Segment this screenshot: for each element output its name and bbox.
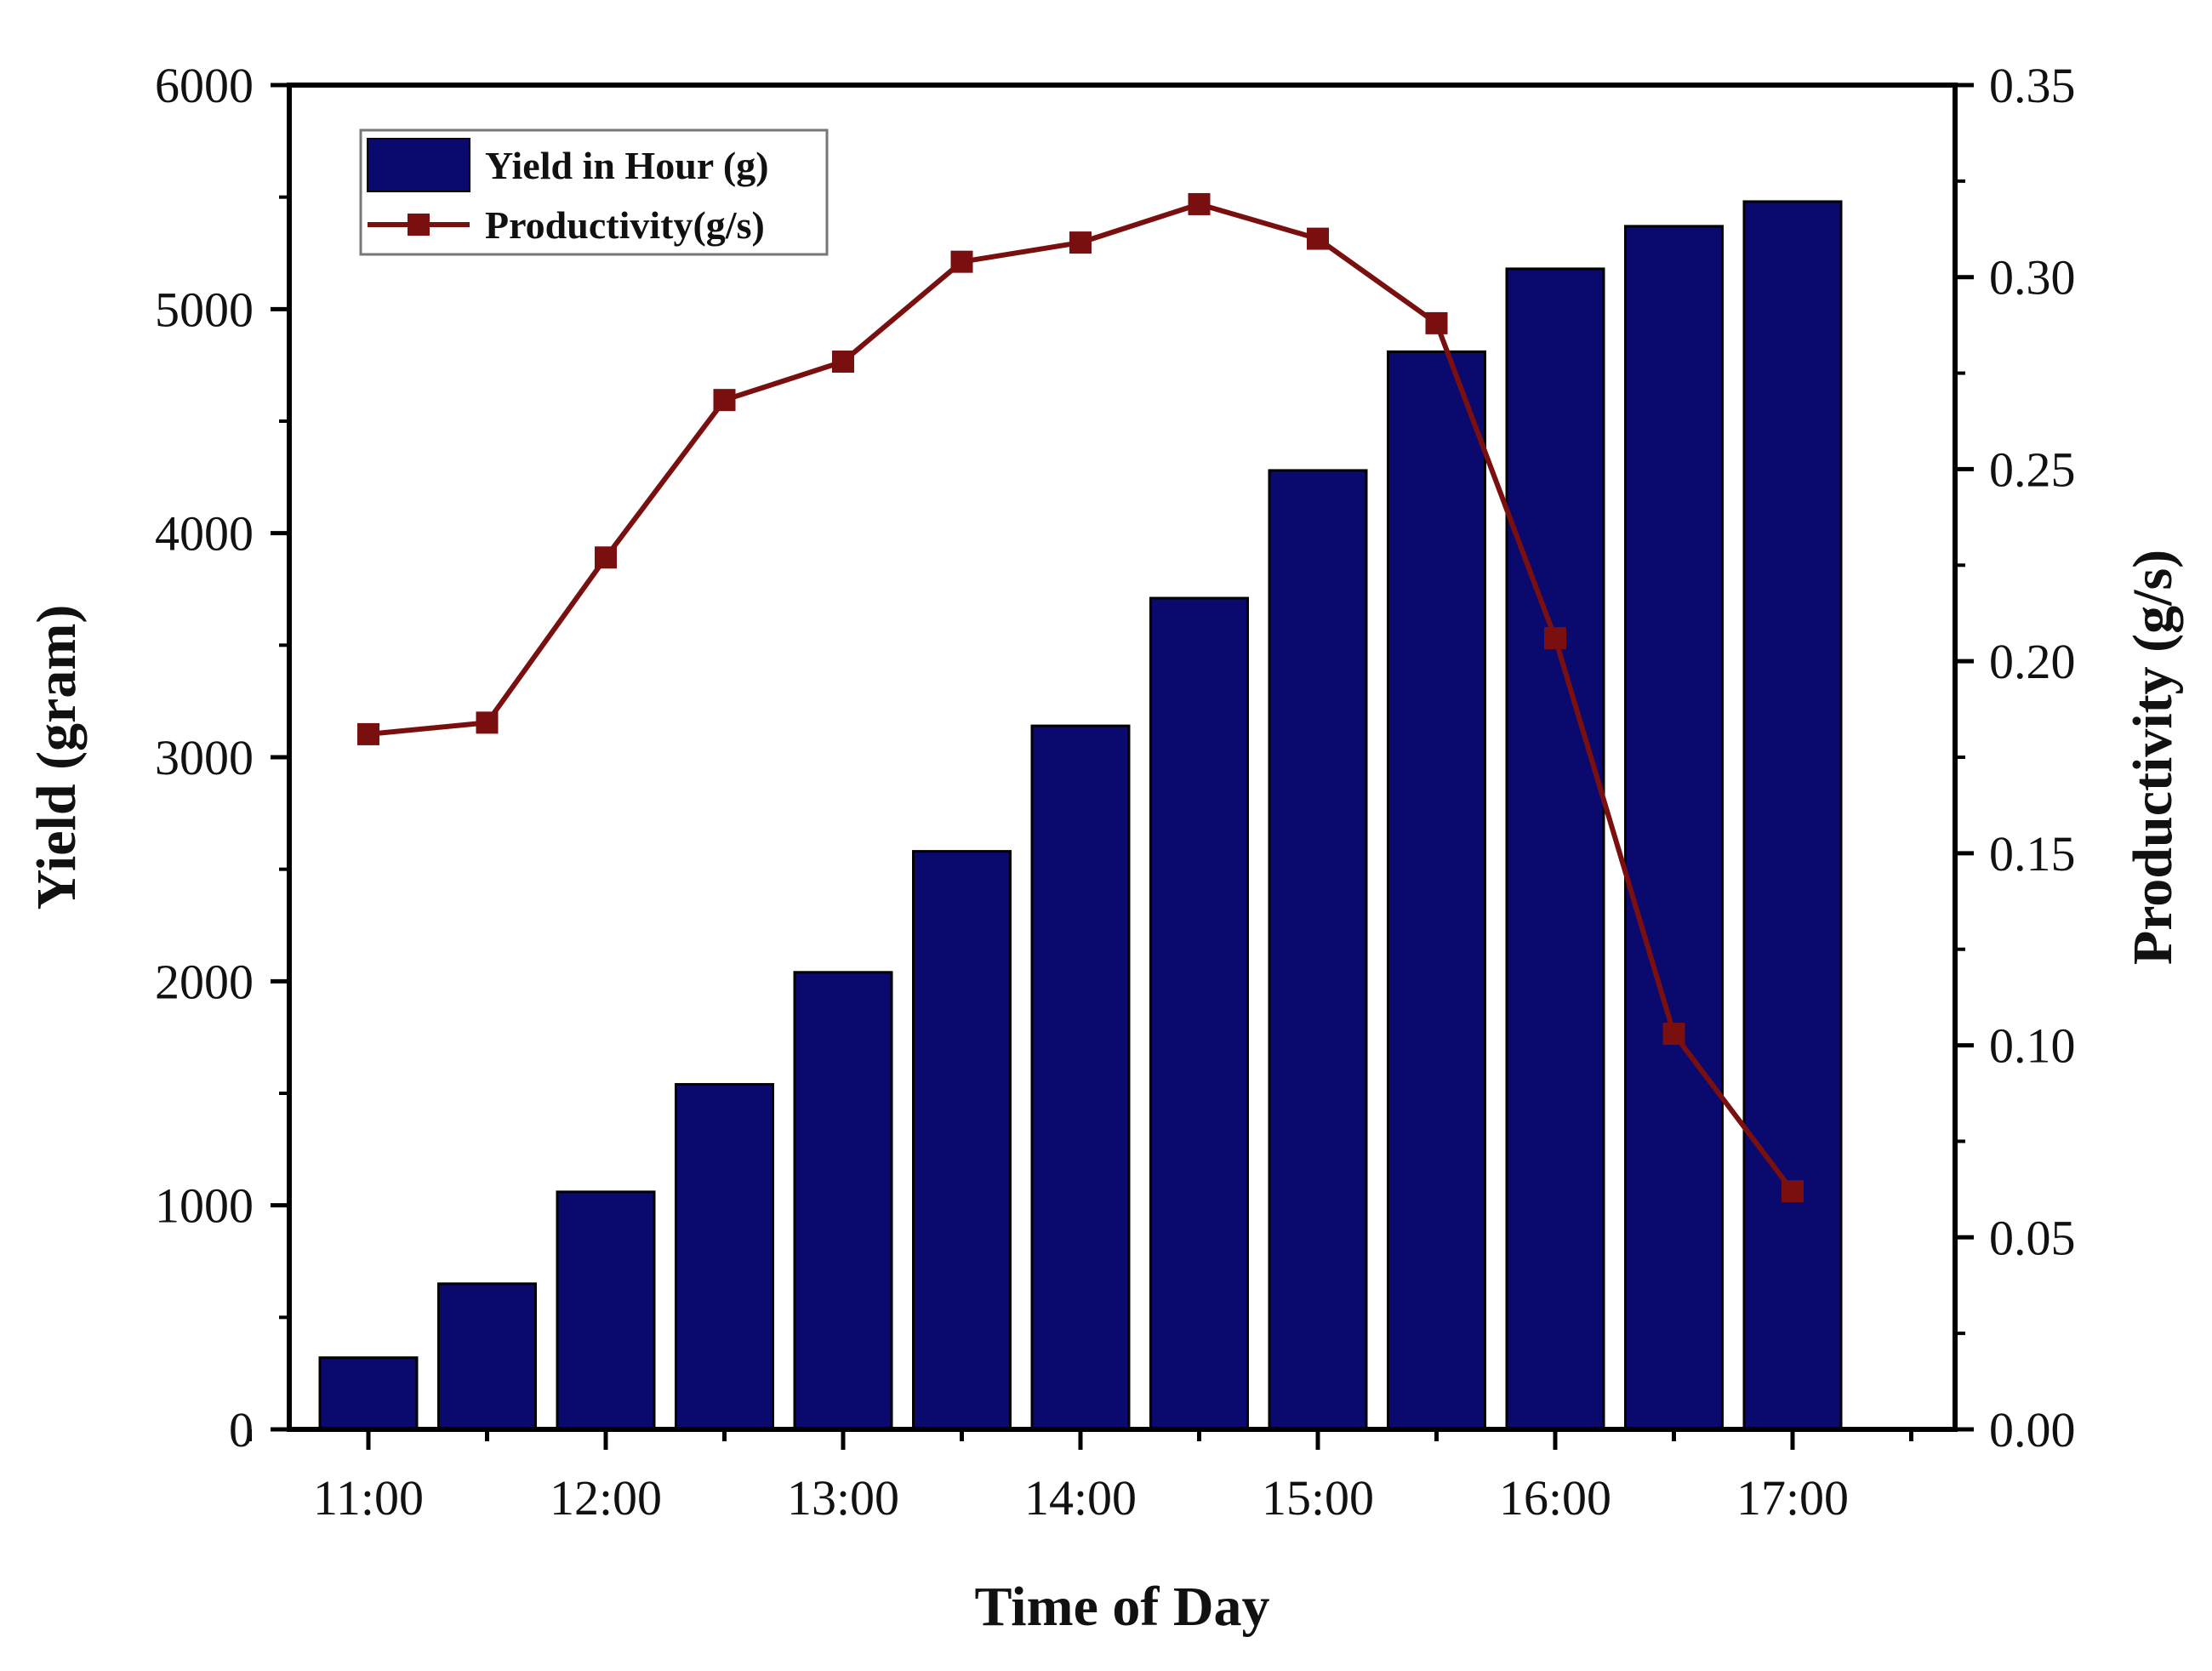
- labels-layer: 0 1000 2000 3000 4000 5000 6000 0.00 0.05 0.10 0.1…: [155, 58, 2076, 1526]
- y-left-tick-label: 6000: [155, 58, 254, 113]
- yield-bar: [556, 1190, 656, 1431]
- x-tick-label: 13:00: [787, 1470, 899, 1526]
- y-left-tick-label: 3000: [155, 730, 254, 785]
- yield-bar: [437, 1282, 537, 1431]
- productivity-point: [950, 250, 973, 273]
- bars-layer: [318, 200, 1843, 1431]
- productivity-point: [1782, 1180, 1804, 1203]
- line-layer: [357, 192, 1804, 1203]
- y-left-tick-label: 5000: [155, 282, 254, 337]
- productivity-point: [1425, 311, 1448, 334]
- x-axis-title: Time of Day: [974, 1576, 1269, 1638]
- y-left-tick-label: 2000: [155, 954, 254, 1009]
- yield-bar: [793, 971, 893, 1431]
- y-right-tick-label: 0.35: [1989, 58, 2076, 113]
- productivity-point: [1544, 627, 1566, 650]
- productivity-point: [476, 711, 499, 734]
- productivity-point: [713, 389, 736, 412]
- y-left-tick-label: 4000: [155, 506, 254, 562]
- productivity-point: [1662, 1023, 1685, 1046]
- productivity-point: [832, 351, 854, 374]
- y-right-tick-label: 0.15: [1989, 826, 2076, 881]
- yield-bar: [1742, 200, 1843, 1431]
- legend-line-marker: [408, 214, 430, 236]
- y-right-tick-label: 0.25: [1989, 442, 2076, 497]
- yield-bar: [318, 1356, 419, 1431]
- legend-bar-swatch: [367, 138, 470, 192]
- yield-bar: [1387, 350, 1486, 1431]
- x-tick-label: 12:00: [550, 1470, 662, 1526]
- yield-bar: [912, 850, 1012, 1431]
- yield-bar: [1268, 469, 1368, 1431]
- productivity-point: [595, 546, 617, 569]
- legend-bar-label: Yield in Hour (g): [485, 144, 769, 187]
- yield-bar: [1149, 596, 1249, 1431]
- productivity-point: [1069, 231, 1092, 254]
- yield-bar: [1030, 724, 1131, 1431]
- y-left-tick-label: 0: [229, 1402, 254, 1457]
- x-tick-label: 17:00: [1736, 1470, 1849, 1526]
- y-right-tick-label: 0.00: [1989, 1402, 2076, 1457]
- y-axis-title-right: Productivity (g/s): [2122, 550, 2184, 965]
- legend-line-label: Productivity(g/s): [485, 203, 765, 247]
- y-right-tick-label: 0.30: [1989, 250, 2076, 305]
- yield-bar: [1505, 267, 1605, 1431]
- x-tick-label: 16:00: [1499, 1470, 1611, 1526]
- yield-bar: [675, 1082, 774, 1431]
- legend: Yield in Hour (g) Productivity(g/s): [359, 128, 829, 256]
- yield-bar: [1624, 225, 1724, 1431]
- x-tick-label: 14:00: [1024, 1470, 1137, 1526]
- productivity-point: [1188, 192, 1211, 215]
- y-axis-title-left: Yield (gram): [26, 605, 88, 910]
- y-right-tick-label: 0.10: [1989, 1018, 2076, 1074]
- x-tick-label: 15:00: [1262, 1470, 1374, 1526]
- ticks-layer: [248, 83, 1974, 1450]
- x-tick-label: 11:00: [313, 1470, 424, 1526]
- y-left-tick-label: 1000: [155, 1178, 254, 1234]
- productivity-point: [357, 722, 379, 745]
- productivity-point: [1307, 227, 1329, 250]
- y-right-tick-label: 0.05: [1989, 1210, 2076, 1265]
- y-right-tick-label: 0.20: [1989, 634, 2076, 689]
